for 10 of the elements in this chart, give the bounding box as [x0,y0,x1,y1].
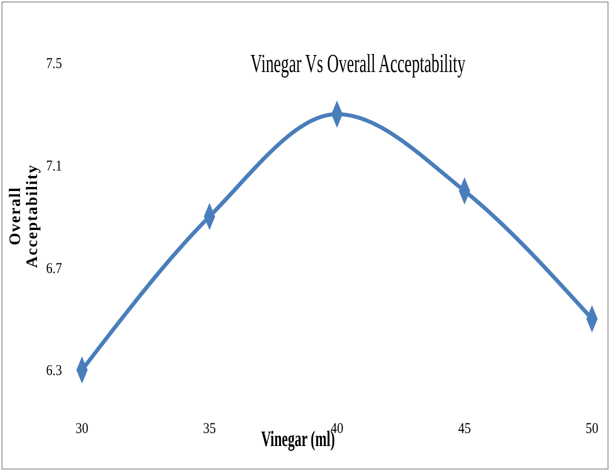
x-tick-label: 45 [458,421,471,438]
y-tick-label: 6.3 [46,363,62,380]
x-tick-label: 30 [76,421,88,438]
y-tick-label: 7.5 [46,56,62,73]
x-tick-label: 50 [586,421,598,438]
chart-title: Vinegar Vs Overall Acceptability [250,49,466,78]
y-tick-label: 7.1 [46,158,62,175]
y-axis-title: Overall Acceptability [7,164,41,268]
x-tick-label: 35 [203,421,216,438]
y-tick-label: 6.7 [46,261,62,278]
